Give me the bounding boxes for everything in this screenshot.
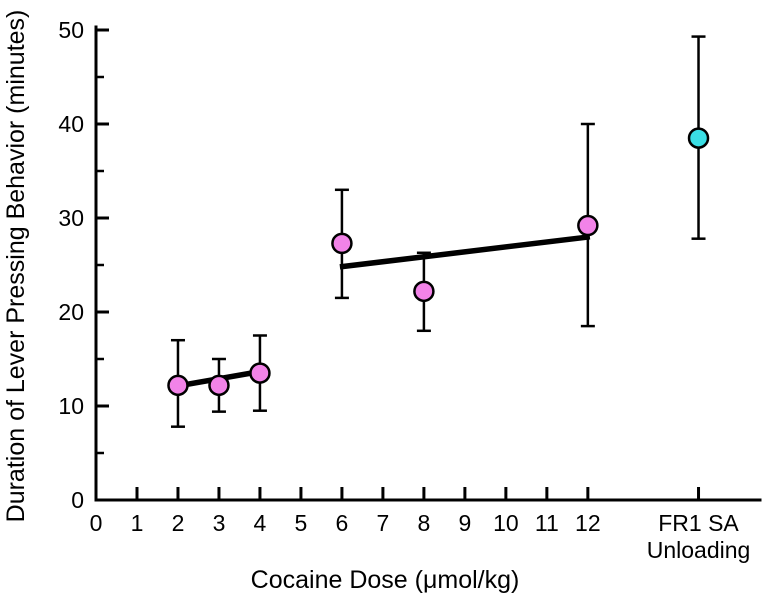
- x-tick-label: 6: [336, 510, 349, 536]
- data-point-marker: [208, 374, 230, 397]
- x-tick-label: 12: [575, 510, 601, 536]
- x-tick-label: 3: [213, 510, 226, 536]
- x-tick-label: Unloading: [647, 537, 751, 563]
- x-tick-label: 0: [90, 510, 103, 536]
- x-tick-label: 5: [295, 510, 308, 536]
- data-point-marker: [687, 127, 710, 149]
- x-tick-label: 8: [418, 510, 431, 536]
- data-point-marker: [413, 280, 435, 303]
- x-tick-label: 2: [172, 510, 185, 536]
- x-tick-label: 4: [254, 510, 267, 536]
- y-ticks: 0 10 20 30 40 50: [58, 17, 109, 513]
- x-tick-label: 9: [458, 510, 471, 536]
- x-axis-title: Cocaine Dose (μmol/kg): [251, 566, 520, 594]
- x-tick-label: 1: [131, 510, 144, 536]
- x-tick-label: 7: [377, 510, 390, 536]
- y-tick-label: 40: [58, 111, 84, 137]
- data-point-marker: [167, 374, 189, 397]
- data-points: [167, 127, 710, 397]
- y-tick-label: 20: [58, 299, 84, 325]
- y-tick-label: 0: [71, 487, 84, 513]
- fit-lines: [175, 234, 591, 389]
- data-point-marker: [577, 214, 599, 237]
- x-tick-label: 11: [535, 510, 559, 536]
- data-point-marker: [249, 362, 271, 384]
- data-point-marker: [331, 232, 353, 255]
- axes: [94, 25, 762, 502]
- y-tick-label: 50: [58, 17, 84, 43]
- x-tick-label: 10: [493, 510, 519, 536]
- fit-line: [339, 234, 591, 270]
- y-tick-label: 10: [58, 393, 84, 419]
- x-tick-label: FR1 SA: [658, 510, 739, 536]
- y-tick-label: 30: [58, 205, 84, 231]
- y-axis-title: Duration of Lever Pressing Behavior (min…: [2, 10, 30, 523]
